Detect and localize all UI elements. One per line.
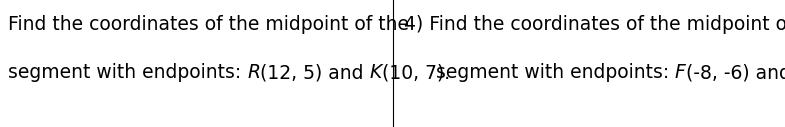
Text: (12, 5) and: (12, 5) and	[260, 64, 370, 83]
Text: K: K	[370, 64, 382, 83]
Text: (-8, -6) and: (-8, -6) and	[685, 64, 785, 83]
Text: segment with endpoints:: segment with endpoints:	[436, 64, 675, 83]
Text: Find the coordinates of the midpoint of the: Find the coordinates of the midpoint of …	[8, 15, 409, 34]
Text: F: F	[675, 64, 685, 83]
Text: 4) Find the coordinates of the midpoint of the: 4) Find the coordinates of the midpoint …	[404, 15, 785, 34]
Text: (10, 7).: (10, 7).	[382, 64, 450, 83]
Text: segment with endpoints:: segment with endpoints:	[8, 64, 247, 83]
Text: R: R	[247, 64, 260, 83]
